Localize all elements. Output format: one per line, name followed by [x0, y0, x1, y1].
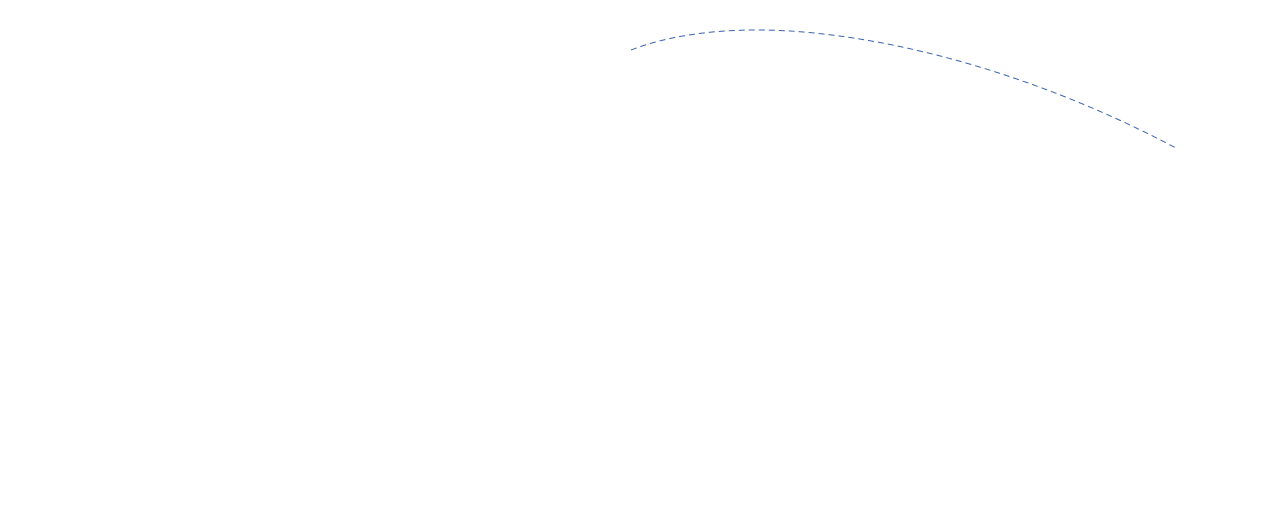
dashed-curve — [630, 29, 1177, 149]
